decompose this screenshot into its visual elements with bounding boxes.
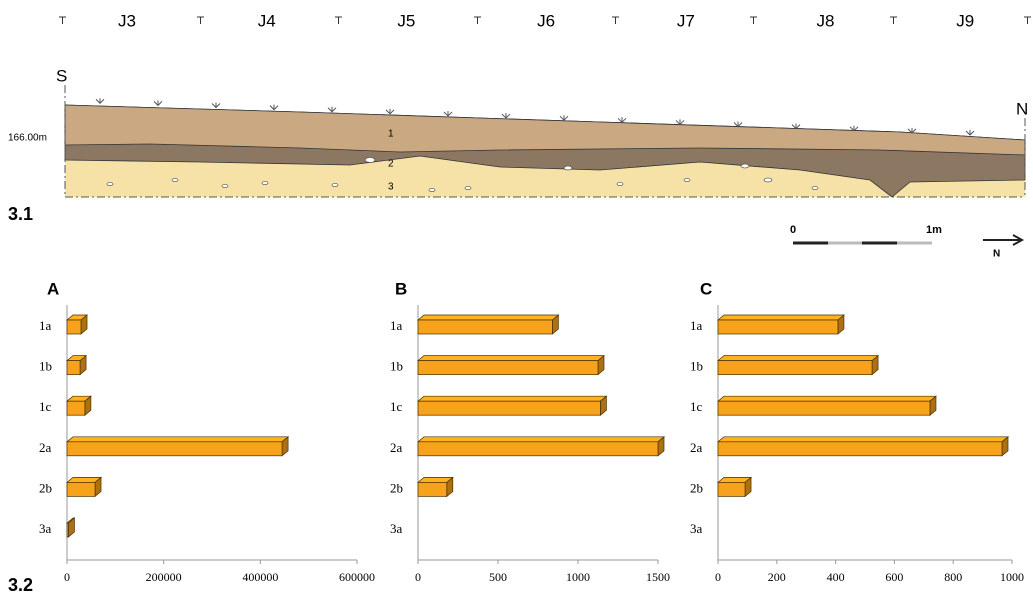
y-tick-label: 3a [39, 521, 52, 536]
x-tick-label: 0 [415, 570, 421, 584]
vegetation [966, 130, 974, 135]
bar-top [418, 396, 606, 401]
x-tick-label: 200 [768, 570, 786, 584]
x-tick-label: 500 [489, 570, 507, 584]
grid-label: J5 [397, 11, 415, 30]
layer-label: 1 [388, 129, 394, 140]
figure-label: 3.1 [8, 204, 33, 224]
vegetation [270, 105, 278, 110]
bar [418, 320, 552, 334]
bar [718, 482, 745, 496]
grid-label: J9 [956, 11, 974, 30]
y-tick-label: 1c [390, 399, 403, 414]
layer-label: 2 [388, 159, 394, 170]
x-tick-label: 400 [827, 570, 845, 584]
bar [67, 482, 95, 496]
x-tick-label: 200000 [146, 570, 182, 584]
bar [67, 320, 81, 334]
y-tick-label: 3a [390, 521, 403, 536]
bar [418, 361, 598, 375]
vegetation [618, 117, 626, 122]
bar-top [718, 356, 878, 361]
y-tick-label: 2a [390, 440, 403, 455]
vegetation [96, 98, 104, 103]
bar [67, 442, 282, 456]
y-tick-label: 2a [690, 440, 703, 455]
bar-top [718, 437, 1008, 442]
bar [718, 401, 930, 415]
vegetation [792, 124, 800, 129]
grid-label: J4 [258, 11, 276, 30]
figure-label: 3.2 [8, 575, 33, 595]
north-arrow [983, 235, 1022, 245]
x-tick-label: 400000 [242, 570, 278, 584]
vegetation [328, 107, 336, 112]
grid-label: J3 [118, 11, 136, 30]
bar [418, 401, 600, 415]
grid-label: J8 [817, 11, 835, 30]
vegetation [386, 109, 394, 114]
vegetation [502, 113, 510, 118]
bar-top [418, 437, 664, 442]
x-tick-label: 800 [944, 570, 962, 584]
x-tick-label: 1000 [566, 570, 590, 584]
bar [718, 442, 1002, 456]
x-tick-label: 600000 [339, 570, 375, 584]
y-tick-label: 1b [390, 359, 403, 374]
vegetation [154, 100, 162, 105]
y-tick-label: 1a [690, 318, 703, 333]
bar [67, 401, 85, 415]
bar-top [67, 437, 288, 442]
y-tick-label: 2a [39, 440, 52, 455]
vegetation [676, 119, 684, 124]
vegetation [444, 111, 452, 116]
elevation-label: 166.00m [8, 133, 47, 144]
x-tick-label: 0 [715, 570, 721, 584]
y-tick-label: 1a [390, 318, 403, 333]
bar-top [418, 315, 558, 320]
bar-top [718, 315, 844, 320]
bar [67, 361, 80, 375]
x-tick-label: 0 [64, 570, 70, 584]
vegetation [212, 103, 220, 108]
section-drawing [65, 85, 1025, 197]
chart-title: B [395, 279, 407, 298]
bar-top [418, 356, 604, 361]
bar [718, 361, 872, 375]
grid-label: J6 [537, 11, 555, 30]
section-end: N [1016, 99, 1028, 118]
bar-top [718, 396, 936, 401]
vegetation [560, 115, 568, 120]
y-tick-label: 1c [39, 399, 52, 414]
scale-label: 1m [926, 224, 942, 236]
x-tick-label: 600 [885, 570, 903, 584]
vegetation [734, 122, 742, 127]
x-tick-label: 1000 [1000, 570, 1024, 584]
chart-title: C [700, 279, 712, 298]
section-start: S [56, 66, 67, 85]
bar [718, 320, 838, 334]
y-tick-label: 1c [690, 399, 703, 414]
layer-label: 3 [388, 182, 394, 193]
y-tick-label: 1b [39, 359, 52, 374]
y-tick-label: 2b [390, 480, 403, 495]
grid-label: J7 [677, 11, 695, 30]
y-tick-label: 1b [690, 359, 703, 374]
y-tick-label: 1a [39, 318, 52, 333]
bar [418, 442, 658, 456]
north-label: N [993, 249, 1000, 260]
scale-label: 0 [790, 224, 796, 236]
y-tick-label: 3a [690, 521, 703, 536]
bar [418, 482, 447, 496]
bar [67, 523, 68, 537]
x-tick-label: 1500 [646, 570, 670, 584]
chart-title: A [47, 279, 59, 298]
figure: 166.00m S N 1 2 3 3.1 0 1m N 3.2 J3 J4 J5 J… [0, 0, 1033, 597]
y-tick-label: 2b [39, 480, 52, 495]
vegetation [908, 128, 916, 133]
y-tick-label: 2b [690, 480, 703, 495]
